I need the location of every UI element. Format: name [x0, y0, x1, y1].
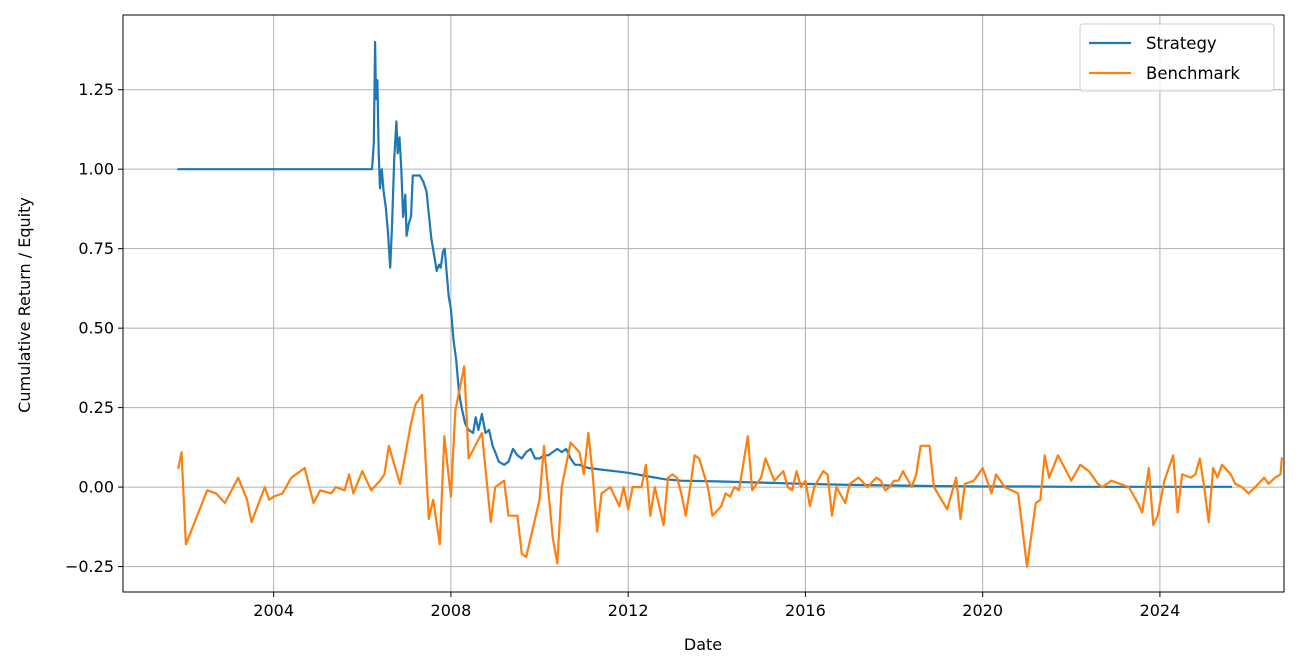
- plot-area: [123, 15, 1284, 592]
- x-tick-label: 2012: [608, 601, 649, 620]
- series-line-strategy: [177, 40, 1232, 488]
- x-tick-label: 2024: [1140, 601, 1181, 620]
- legend-label-strategy: Strategy: [1146, 34, 1217, 53]
- y-tick-label: 0.75: [78, 239, 114, 258]
- x-tick-label: 2016: [785, 601, 826, 620]
- x-axis-label: Date: [684, 635, 722, 654]
- legend-box: [1079, 23, 1275, 92]
- y-tick-label: 1.00: [78, 160, 114, 179]
- series-line-benchmark: [177, 365, 1283, 568]
- y-axis-ticks: 1.25 1.00 0.75 0.50 0.25 0.00 −0.25: [65, 80, 123, 576]
- x-tick-label: 2004: [253, 601, 294, 620]
- series-layer: [177, 40, 1283, 568]
- x-axis-ticks: 2004 2008 2012 2016 2020 2024: [253, 592, 1180, 620]
- y-tick-label: 0.50: [78, 319, 114, 338]
- x-tick-label: 2020: [962, 601, 1003, 620]
- x-tick-label: 2008: [431, 601, 472, 620]
- y-tick-label: 0.25: [78, 398, 114, 417]
- legend: Strategy Benchmark: [1079, 23, 1275, 92]
- plot-frame: [122, 14, 1285, 593]
- y-tick-label: −0.25: [65, 557, 114, 576]
- legend-label-benchmark: Benchmark: [1146, 64, 1240, 83]
- y-tick-label: 0.00: [78, 478, 114, 497]
- y-tick-label: 1.25: [78, 80, 114, 99]
- y-axis-label: Cumulative Return / Equity: [15, 197, 34, 413]
